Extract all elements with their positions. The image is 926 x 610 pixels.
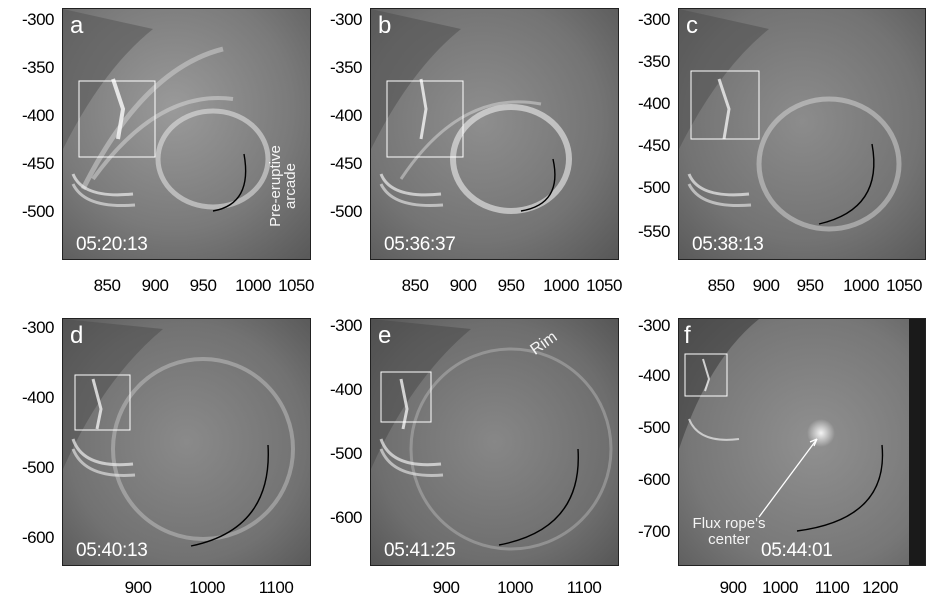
x-tick: 850 [93, 276, 121, 295]
y-tick: -300 [21, 318, 55, 337]
panel-label-a: a [70, 12, 84, 39]
panel-a: a 05:20:13 Pre-eruptive arcade -300 -350… [0, 0, 314, 310]
x-tick: 900 [449, 276, 477, 295]
y-tick: -500 [329, 202, 363, 221]
y-tick: -300 [637, 10, 671, 29]
annotation-pre-eruptive-arcade: Pre-eruptive arcade [267, 136, 299, 236]
y-tick: -500 [21, 458, 55, 477]
y-tick: -500 [637, 178, 671, 197]
x-tick: 1050 [886, 276, 922, 295]
solar-image-b [370, 8, 619, 260]
panel-time-e: 05:41:25 [384, 540, 456, 561]
y-tick: -350 [21, 58, 55, 77]
panel-label-b: b [378, 12, 392, 39]
x-tick: 1000 [189, 578, 225, 597]
x-tick: 1000 [543, 276, 579, 295]
x-tick: 850 [707, 276, 735, 295]
annotation-text: Pre-eruptive arcade [267, 145, 299, 227]
y-tick: -550 [637, 222, 671, 241]
y-tick: -600 [329, 508, 363, 527]
panel-label-c: c [686, 12, 698, 39]
x-tick: 900 [752, 276, 780, 295]
y-tick: -500 [21, 202, 55, 221]
panel-time-c: 05:38:13 [692, 234, 764, 255]
y-tick: -400 [329, 106, 363, 125]
x-tick: 950 [189, 276, 217, 295]
x-tick: 900 [141, 276, 169, 295]
panel-c: c 05:38:13 -300 -350 -400 -450 -500 -550… [616, 0, 926, 310]
y-tick: -300 [329, 316, 363, 335]
annotation-line: center [708, 531, 750, 548]
x-tick: 1000 [497, 578, 533, 597]
annotation-flux-rope-center: Flux rope's center [680, 516, 778, 548]
solar-image-e [370, 318, 619, 566]
panel-d: d 05:40:13 -300 -400 -500 -600 900 1000 … [0, 310, 311, 610]
x-tick: 1050 [278, 276, 314, 295]
y-tick: -400 [329, 380, 363, 399]
y-tick: -450 [21, 154, 55, 173]
solar-image-a [62, 8, 311, 260]
panel-e: e 05:41:25 Rim -300 -400 -500 -600 900 1… [308, 310, 619, 610]
y-tick: -500 [329, 444, 363, 463]
y-tick: -300 [637, 316, 671, 335]
y-tick: -300 [329, 10, 363, 29]
panel-time-a: 05:20:13 [76, 234, 148, 255]
y-tick: -400 [637, 94, 671, 113]
y-tick: -450 [329, 154, 363, 173]
x-tick: 900 [719, 578, 747, 597]
x-tick: 1100 [814, 578, 850, 597]
solar-image-d [62, 318, 311, 566]
y-tick: -300 [21, 10, 55, 29]
annotation-line: Flux rope's [692, 515, 766, 532]
panel-label-e: e [378, 322, 392, 349]
y-tick: -700 [637, 522, 671, 541]
solar-image-f [678, 318, 926, 566]
panel-b: b 05:36:37 -300 -350 -400 -450 -500 850 … [308, 0, 622, 310]
x-tick: 950 [497, 276, 525, 295]
x-tick: 1000 [235, 276, 271, 295]
x-tick: 850 [401, 276, 429, 295]
x-tick: 900 [124, 578, 152, 597]
y-tick: -400 [21, 106, 55, 125]
y-tick: -600 [21, 528, 55, 547]
x-tick: 1000 [843, 276, 879, 295]
y-tick: -350 [329, 58, 363, 77]
panel-time-b: 05:36:37 [384, 234, 456, 255]
x-tick: 1000 [762, 578, 798, 597]
y-tick: -400 [637, 366, 671, 385]
panel-label-d: d [70, 322, 84, 349]
y-tick: -450 [637, 136, 671, 155]
panel-f: f 05:44:01 Flux rope's center -300 -400 … [616, 310, 926, 610]
y-tick: -600 [637, 470, 671, 489]
panel-time-d: 05:40:13 [76, 540, 148, 561]
y-tick: -500 [637, 418, 671, 437]
x-tick: 950 [796, 276, 824, 295]
panel-time-f: 05:44:01 [761, 540, 833, 561]
y-tick: -350 [637, 52, 671, 71]
x-tick: 1200 [862, 578, 898, 597]
x-tick: 900 [432, 578, 460, 597]
x-tick: 1100 [566, 578, 602, 597]
solar-image-c [678, 8, 926, 260]
x-tick: 1050 [586, 276, 622, 295]
x-tick: 1100 [258, 578, 294, 597]
y-tick: -400 [21, 388, 55, 407]
panel-label-f: f [684, 322, 691, 349]
